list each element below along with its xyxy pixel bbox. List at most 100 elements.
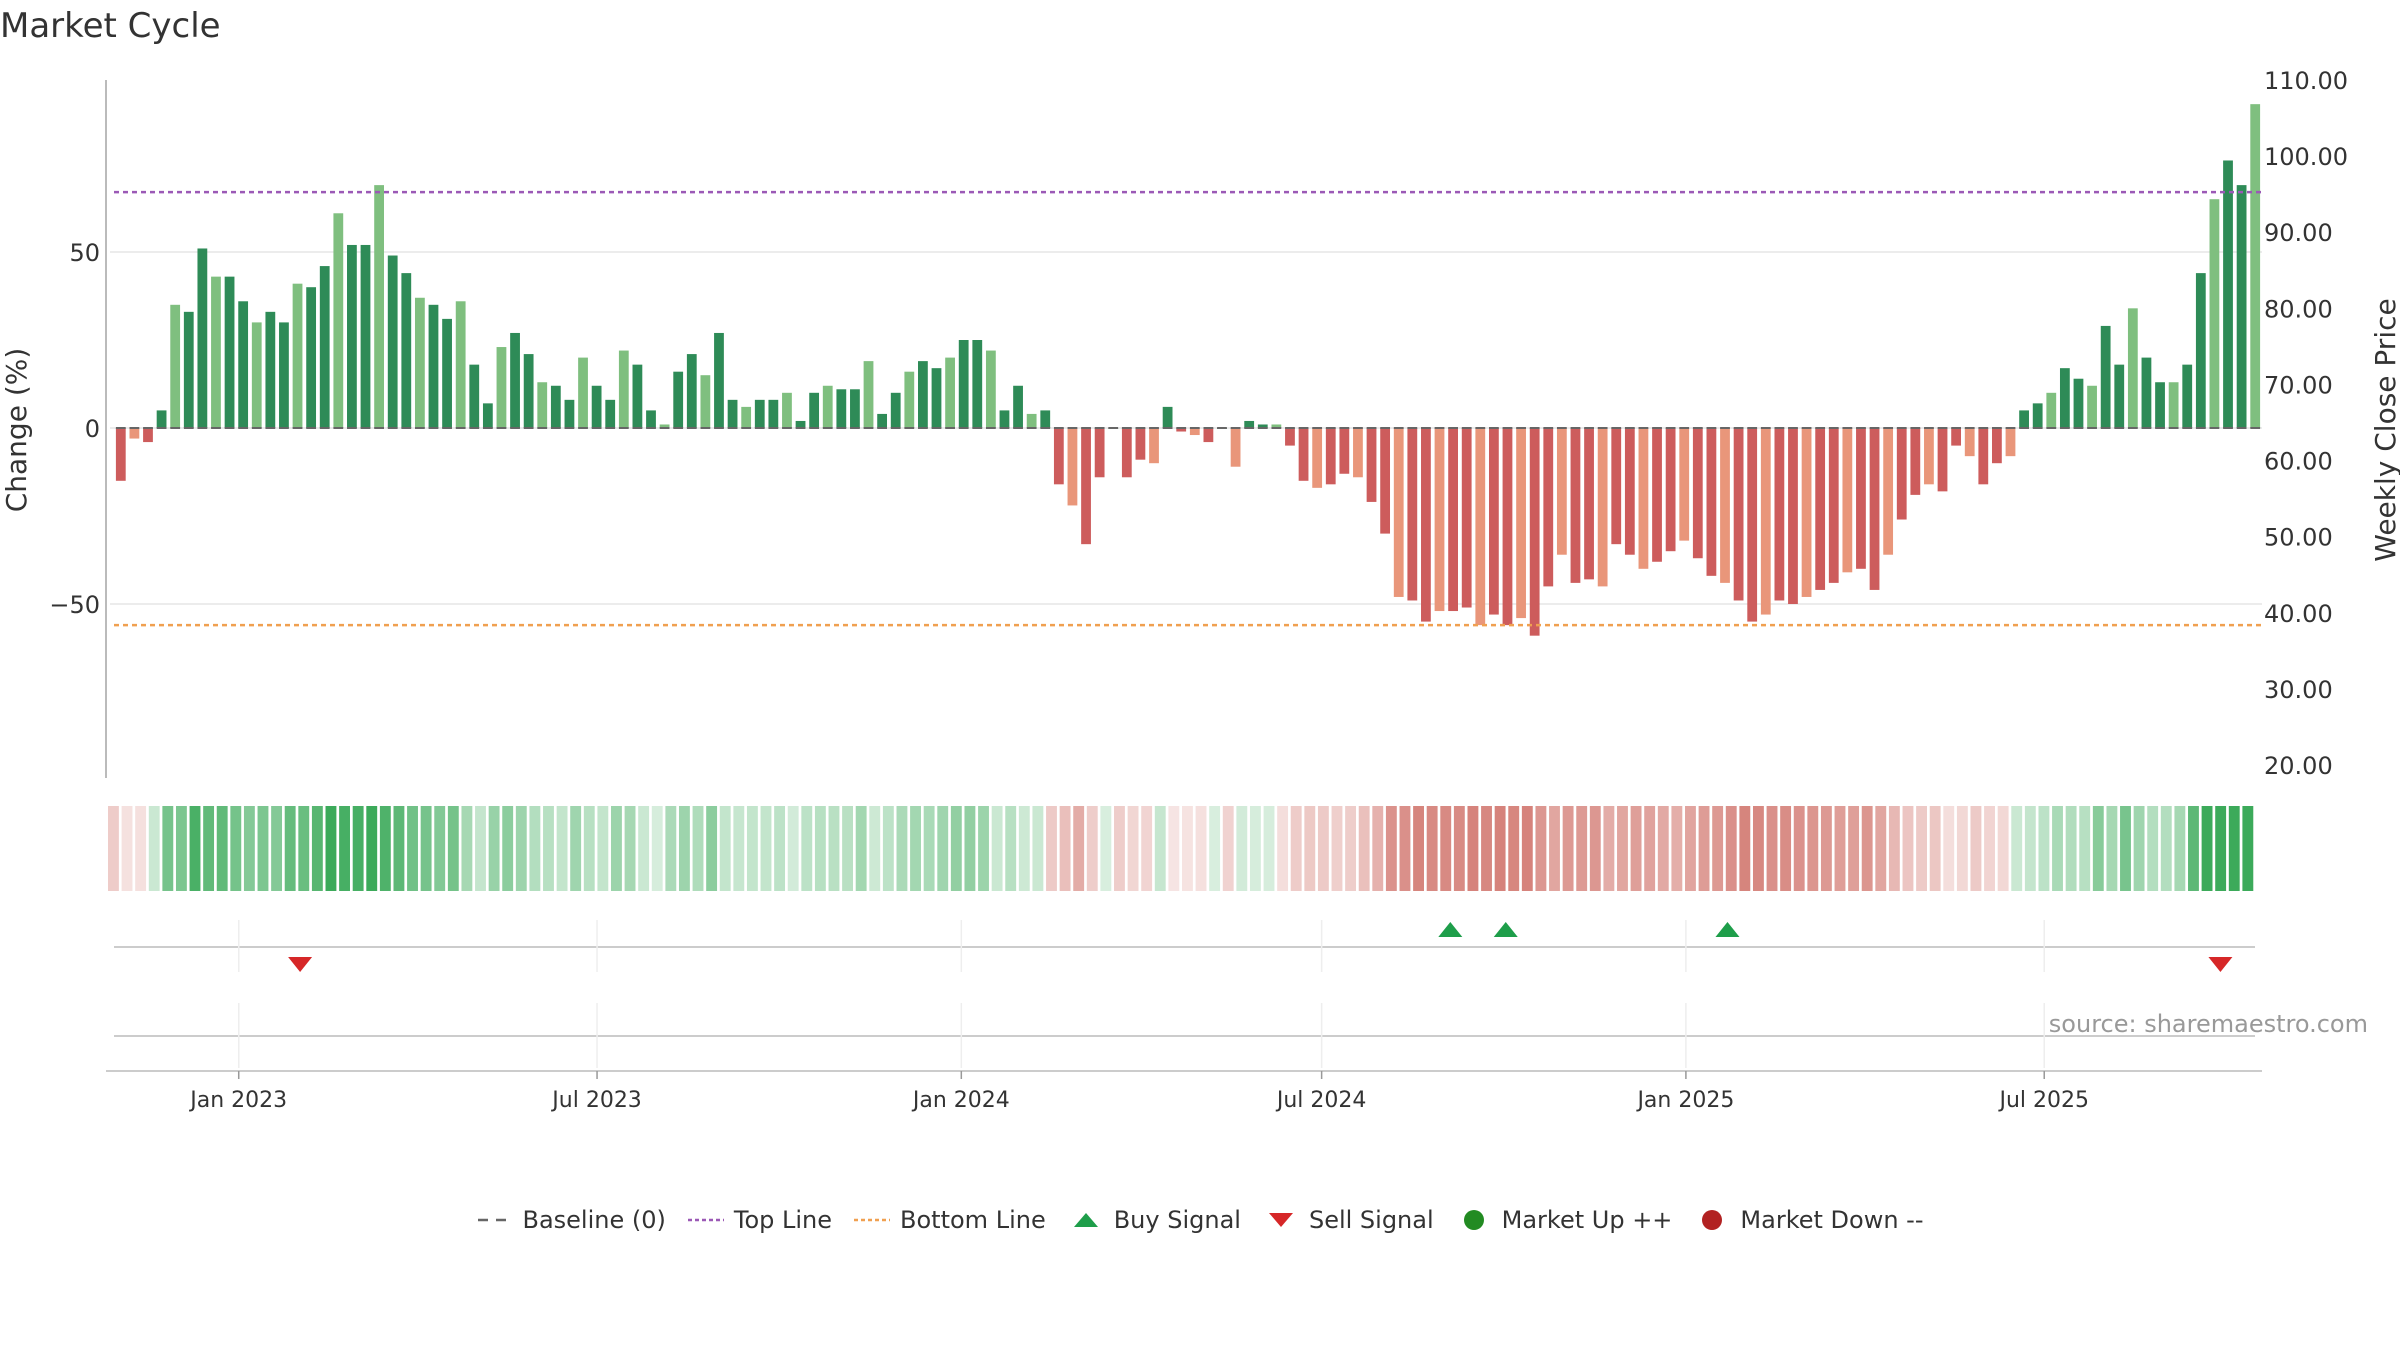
heat-cell (1997, 806, 2009, 891)
heat-cell (1671, 806, 1683, 891)
heat-cell (869, 806, 881, 891)
bar (2100, 325, 2111, 428)
bar (2127, 308, 2138, 428)
bar (1665, 428, 1676, 552)
bar (945, 357, 955, 428)
bar (1434, 428, 1445, 612)
bar (1502, 428, 1513, 626)
heat-cell (2024, 806, 2036, 891)
legend-item: Top Line (687, 1206, 832, 1234)
dotted-line-icon (854, 1218, 891, 1222)
bar (1964, 428, 1975, 457)
bar (890, 392, 901, 428)
bar (455, 301, 466, 428)
bar (700, 375, 711, 428)
market-panel (114, 1003, 2255, 1068)
bar (1760, 428, 1771, 615)
heat-cell (2120, 806, 2131, 891)
bar (1040, 410, 1051, 428)
heat-cell (1182, 806, 1193, 891)
heat-cell (1780, 806, 1792, 891)
heat-cell (1725, 806, 1737, 891)
bar (877, 413, 888, 428)
heat-cell (325, 806, 337, 891)
heat-cell (1236, 806, 1248, 891)
bar (1488, 428, 1499, 615)
heat-cell (1372, 806, 1384, 891)
heat-cell (379, 806, 391, 891)
heat-cell (692, 806, 704, 891)
heat-cell (1141, 806, 1153, 891)
bar (1638, 428, 1649, 569)
bar (224, 276, 235, 428)
heat-cell (842, 806, 854, 891)
bar (1951, 428, 1962, 446)
bar (1257, 424, 1268, 428)
y2-tick-label: 70.00 (2264, 371, 2333, 399)
heat-cell (1168, 806, 1180, 891)
bar (2114, 364, 2125, 428)
heat-cell (2133, 806, 2145, 891)
bar (360, 244, 371, 428)
heat-cell (284, 806, 296, 891)
heat-cell (1290, 806, 1302, 891)
circle-icon (1463, 1210, 1484, 1230)
bar (374, 185, 384, 428)
bar (292, 283, 303, 428)
y2-tick-label: 60.00 (2264, 448, 2333, 476)
heat-cell (447, 806, 459, 891)
legend-item: Market Up ++ (1456, 1206, 1672, 1234)
bar (714, 332, 724, 428)
bar (143, 428, 153, 443)
triangle-up-icon (1073, 1213, 1098, 1227)
legend-item: Sell Signal (1263, 1206, 1434, 1234)
bar (1624, 428, 1635, 555)
bar (1053, 428, 1064, 485)
heat-cell (611, 806, 622, 891)
heat-cell (1535, 806, 1547, 891)
heat-cell (1277, 806, 1289, 891)
bar (1692, 428, 1703, 559)
heat-cell (1712, 806, 1724, 891)
heat-cell (2079, 806, 2091, 891)
heat-cell (243, 806, 255, 891)
heat-cell (189, 806, 201, 891)
bar (156, 410, 167, 428)
bar (1285, 428, 1295, 446)
heat-cell (1875, 806, 1887, 891)
triangle-down-icon (1268, 1213, 1293, 1227)
bar (1801, 428, 1812, 597)
bar (251, 322, 262, 428)
bar (510, 332, 520, 428)
heat-cell (1331, 806, 1343, 891)
bar (1529, 428, 1540, 636)
bar (2195, 273, 2206, 428)
heat-cell (529, 806, 541, 891)
heat-cell (2201, 806, 2213, 891)
heat-cell (1834, 806, 1846, 891)
bar (2087, 385, 2097, 428)
heat-cell (148, 806, 160, 891)
bar (2059, 368, 2070, 428)
heat-cell (434, 806, 446, 891)
heat-cell (570, 806, 582, 891)
sell-signal-marker (288, 957, 313, 972)
bar (2141, 357, 2152, 428)
heat-cell (556, 806, 568, 891)
heat-cell (1793, 806, 1805, 891)
heat-cell (964, 806, 976, 891)
heat-cell (746, 806, 758, 891)
dash-line-icon (478, 1218, 511, 1222)
bar (523, 354, 534, 428)
bar (686, 354, 697, 428)
bar (1230, 428, 1241, 467)
y2-tick-label: 30.00 (2264, 676, 2333, 704)
heat-cell (1114, 806, 1125, 891)
bar (1149, 428, 1159, 464)
legend-item: Market Down -- (1694, 1206, 1924, 1234)
legend-label: Market Down -- (1740, 1206, 1924, 1234)
heat-cell (1698, 806, 1710, 891)
bar (1828, 428, 1839, 583)
bar (496, 347, 507, 428)
bar (578, 357, 588, 428)
